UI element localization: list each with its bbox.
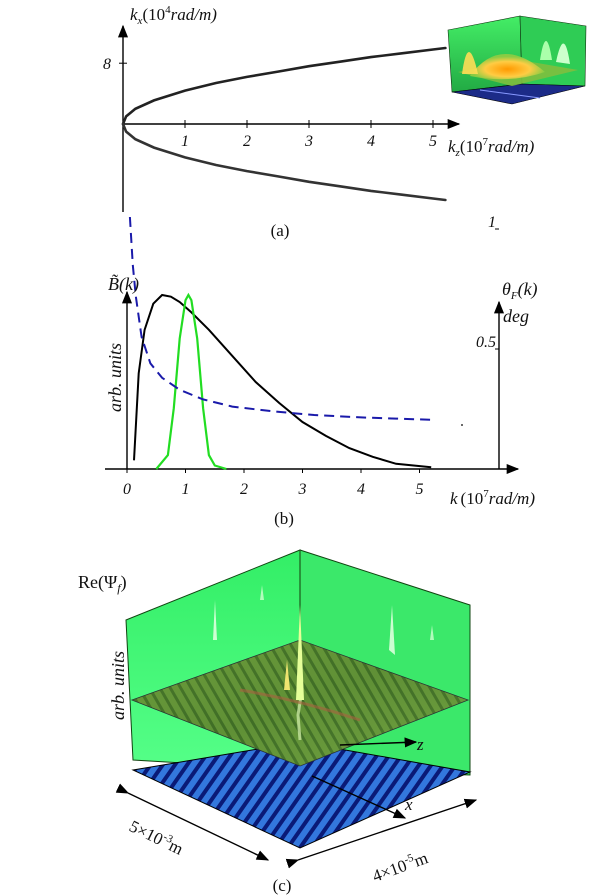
b-panel-label: (b) [274,509,294,528]
a-curve-lower [121,122,447,202]
a-ylabel: kx(104rad/m) [130,4,217,27]
c-dim1-label: 5×10-3m [126,816,186,859]
a-x-tick-label: 3 [304,133,313,150]
b-series-green [155,292,227,471]
b-x-tick-label: 3 [298,481,307,498]
b-x-tick-label: 5 [416,481,424,498]
a-x-tick-label: 2 [243,133,251,150]
b-left-units: arb. units [105,343,125,412]
c-z-axis [339,737,418,748]
a-xlabel: kz(107rad/m) [448,136,535,159]
a-panel-label: (a) [271,221,290,240]
b-series-theta [128,216,432,421]
b-curves [128,216,432,471]
panel-b: 0 1 2 3 4 5 0.5 1 B̃(k) arb. units θF(k) deg k(… [105,214,538,528]
c-panel-label: (c) [273,876,292,895]
b-series-bk [133,293,432,469]
a-curve-upper [121,46,447,126]
c-z-label: z [416,735,424,754]
b-right-label: θF(k) [502,279,538,302]
b-x-tick-label: 0 [123,481,131,498]
b-left-label: B̃(k) [108,274,139,295]
b-right-tick-label: 1 [488,214,496,231]
a-inset-3d-surface [447,15,587,105]
a-x-tick-label: 1 [181,133,189,150]
b-right-tick-label: 0.5 [476,334,496,351]
b-right-units: deg [503,306,529,326]
b-x-tick-label: 2 [240,481,248,498]
b-xlabel: k (107rad/m) [450,488,535,508]
a-y-tick-label: 8 [103,56,111,73]
c-dim2-arrow [285,798,478,869]
b-x-tick-label: 4 [357,481,365,498]
a-x-tick-label: 4 [367,133,375,150]
c-z-title: Re(Ψf) [78,572,127,595]
c-z-units: arb. units [108,651,128,720]
a-curves [121,46,447,202]
c-x-label: x [404,795,413,814]
a-x-tick-label: 5 [429,133,437,150]
panel-a: 1 2 3 4 5 8 kx(104rad/m) kz(107rad/m) (a) [103,4,587,240]
b-x-tick-label: 1 [182,481,190,498]
c-dim2-label: 4×10-5m [370,847,431,885]
c-dim1-arrow [115,783,270,861]
panel-c: z x 5×10-3m 4×10-5m Re(Ψf) arb. units (c… [78,549,478,895]
